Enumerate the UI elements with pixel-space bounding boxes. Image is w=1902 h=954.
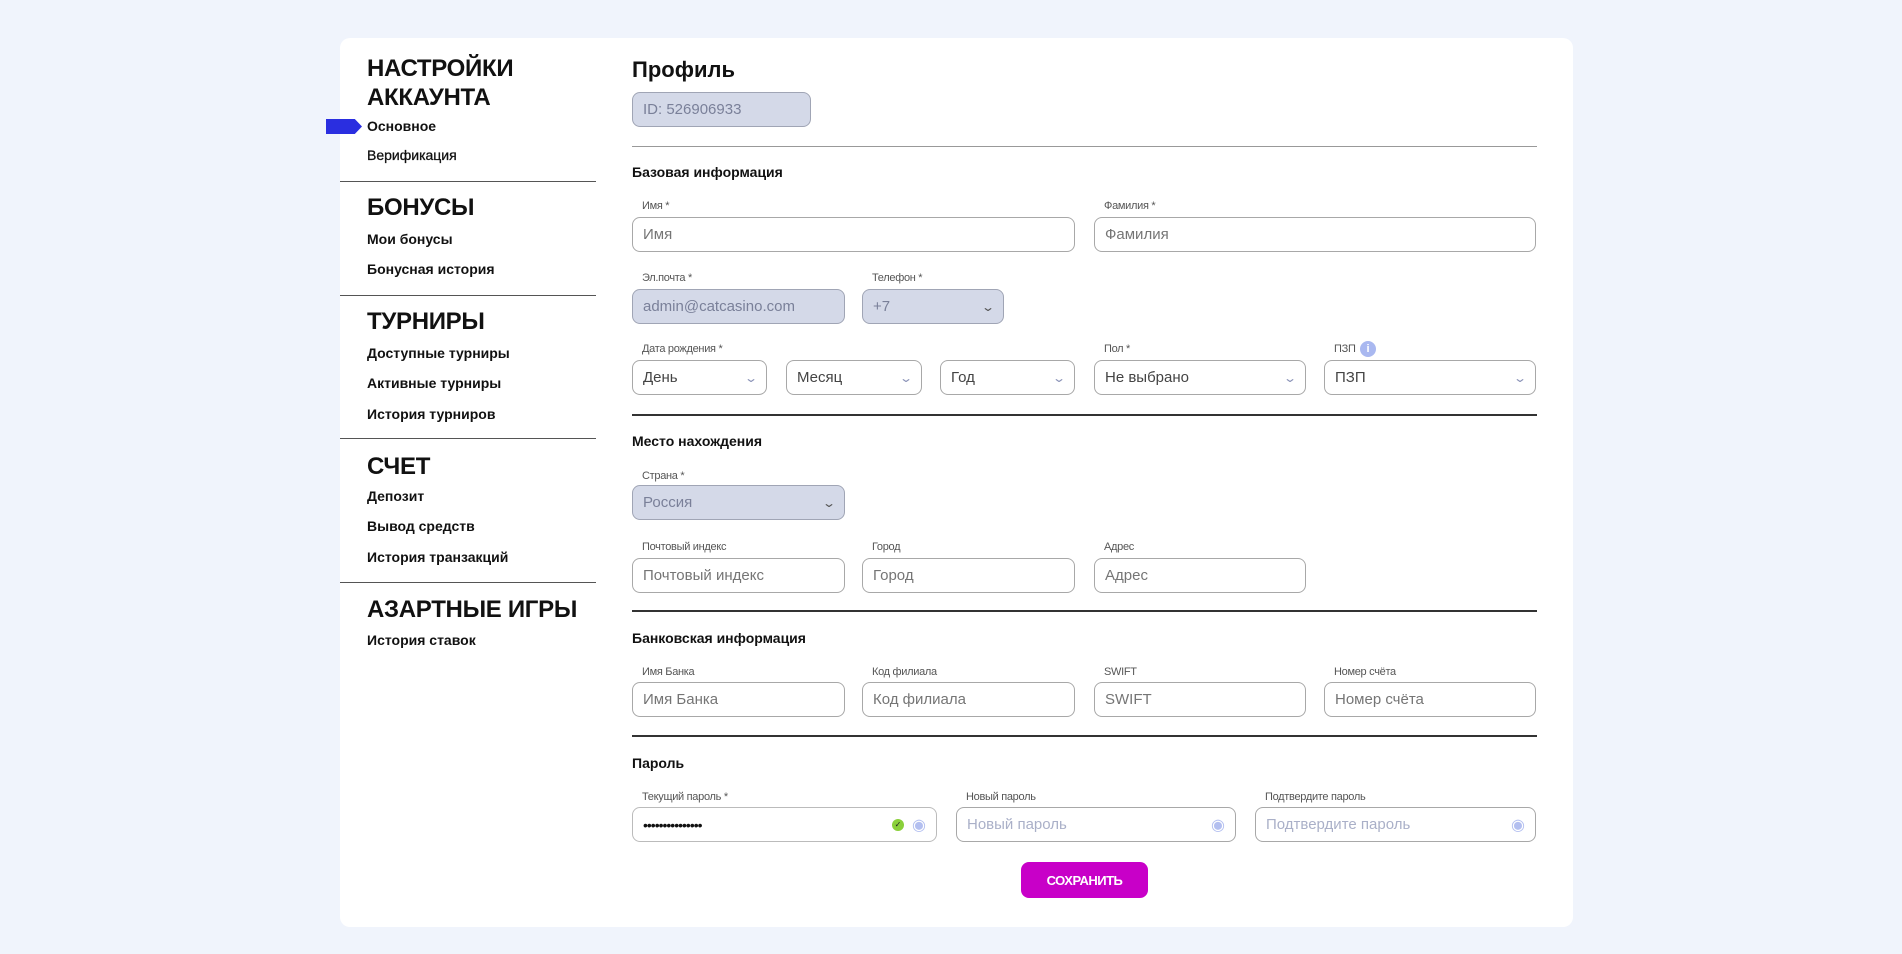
chevron-down-icon: ⌄ <box>743 370 759 385</box>
city-label: Город <box>872 541 901 553</box>
eye-icon[interactable]: ◉ <box>1511 816 1525 834</box>
birth-year-select[interactable]: Год ⌄ <box>940 360 1075 395</box>
divider <box>632 414 1537 416</box>
gender-label: Пол * <box>1104 343 1131 355</box>
email-value: admin@catcasino.com <box>643 298 795 315</box>
section-title-password: Пароль <box>632 755 685 771</box>
divider <box>340 582 596 583</box>
current-password-value: ••••••••••••••• <box>643 816 703 833</box>
divider <box>632 735 1537 737</box>
sidebar-item-bet-history[interactable]: История ставок <box>367 632 476 648</box>
chevron-down-icon: ⌄ <box>898 370 914 385</box>
sidebar-item-transaction-history[interactable]: История транзакций <box>367 549 509 565</box>
sidebar-item-my-bonuses[interactable]: Мои бонусы <box>367 231 453 247</box>
chevron-down-icon: ⌄ <box>1051 370 1067 385</box>
sidebar-item-withdraw[interactable]: Вывод средств <box>367 518 475 534</box>
confirm-password-label: Подтвердите пароль <box>1265 791 1366 803</box>
zip-input[interactable] <box>632 558 845 593</box>
country-label: Страна * <box>642 470 685 482</box>
country-select[interactable]: Россия ⌄ <box>632 485 845 520</box>
sidebar-item-available-tournaments[interactable]: Доступные турниры <box>367 345 510 361</box>
sidebar-item-bonus-history[interactable]: Бонусная история <box>367 261 495 277</box>
phone-code-value: +7 <box>873 298 891 315</box>
phone-label: Телефон * <box>872 272 923 284</box>
phone-code-select[interactable]: +7 ⌄ <box>862 289 1004 324</box>
gender-select[interactable]: Не выбрано ⌄ <box>1094 360 1306 395</box>
birth-year-value: Год <box>951 369 975 386</box>
eye-icon[interactable]: ◉ <box>1211 816 1225 834</box>
birthdate-label: Дата рождения * <box>642 343 723 355</box>
city-input[interactable] <box>862 558 1075 593</box>
page-title: Профиль <box>632 57 735 82</box>
check-icon: ✓ <box>892 818 905 831</box>
section-title-bank: Банковская информация <box>632 630 806 646</box>
divider <box>632 146 1537 147</box>
sidebar-heading-gambling: АЗАРТНЫЕ ИГРЫ <box>367 596 578 623</box>
pzp-label: ПЗП <box>1334 343 1356 355</box>
sidebar-heading-account-balance: СЧЕТ <box>367 453 431 480</box>
zip-label: Почтовый индекс <box>642 541 727 553</box>
birth-month-value: Месяц <box>797 369 843 386</box>
chevron-down-icon: ⌄ <box>821 495 837 510</box>
account-number-label: Номер счёта <box>1334 666 1396 678</box>
new-password-label: Новый пароль <box>966 791 1036 803</box>
sidebar-heading-account: НАСТРОЙКИ АККАУНТА <box>367 54 514 112</box>
current-password-label: Текущий пароль * <box>642 791 728 803</box>
gender-value: Не выбрано <box>1105 369 1189 386</box>
first-name-label: Имя * <box>642 200 670 212</box>
birth-month-select[interactable]: Месяц ⌄ <box>786 360 922 395</box>
sidebar-item-deposit[interactable]: Депозит <box>367 488 425 504</box>
sidebar-heading-bonuses: БОНУСЫ <box>367 194 475 221</box>
pzp-select[interactable]: ПЗП ⌄ <box>1324 360 1536 395</box>
divider <box>340 438 596 439</box>
heading-line: НАСТРОЙКИ <box>367 55 514 82</box>
chevron-down-icon: ⌄ <box>980 299 996 314</box>
section-title-basic: Базовая информация <box>632 164 783 180</box>
branch-code-label: Код филиала <box>872 666 937 678</box>
info-icon[interactable]: i <box>1360 341 1376 357</box>
divider <box>340 181 596 182</box>
first-name-input[interactable] <box>632 217 1075 252</box>
divider <box>340 295 596 296</box>
confirm-password-input[interactable]: Подтвердите пароль ◉ <box>1255 807 1536 842</box>
sidebar-item-main[interactable]: Основное <box>367 118 437 134</box>
pzp-value: ПЗП <box>1335 369 1366 386</box>
save-button[interactable]: СОХРАНИТЬ <box>1021 862 1148 898</box>
chevron-down-icon: ⌄ <box>1282 370 1298 385</box>
bank-name-input[interactable] <box>632 682 845 717</box>
heading-line: АККАУНТА <box>367 84 491 111</box>
email-field: admin@catcasino.com <box>632 289 845 324</box>
address-input[interactable] <box>1094 558 1306 593</box>
divider <box>632 610 1537 612</box>
swift-input[interactable] <box>1094 682 1306 717</box>
sidebar-heading-tournaments: ТУРНИРЫ <box>367 308 485 335</box>
sidebar-item-active-tournaments[interactable]: Активные турниры <box>367 375 502 391</box>
settings-panel <box>340 38 1573 927</box>
new-password-placeholder: Новый пароль <box>967 816 1067 833</box>
new-password-input[interactable]: Новый пароль ◉ <box>956 807 1236 842</box>
swift-label: SWIFT <box>1104 666 1137 678</box>
chevron-down-icon: ⌄ <box>1512 370 1528 385</box>
address-label: Адрес <box>1104 541 1134 553</box>
sidebar-item-tournament-history[interactable]: История турниров <box>367 406 496 422</box>
bank-name-label: Имя Банка <box>642 666 695 678</box>
current-password-input[interactable]: ••••••••••••••• ✓ ◉ <box>632 807 937 842</box>
account-number-input[interactable] <box>1324 682 1536 717</box>
birth-day-select[interactable]: День ⌄ <box>632 360 767 395</box>
eye-icon[interactable]: ◉ <box>912 816 926 834</box>
user-id-value: ID: 526906933 <box>643 101 742 118</box>
country-value: Россия <box>643 494 693 511</box>
birth-day-value: День <box>643 369 678 386</box>
user-id-field: ID: 526906933 <box>632 92 811 127</box>
branch-code-input[interactable] <box>862 682 1075 717</box>
last-name-label: Фамилия * <box>1104 200 1156 212</box>
last-name-input[interactable] <box>1094 217 1536 252</box>
confirm-password-placeholder: Подтвердите пароль <box>1266 816 1411 833</box>
email-label: Эл.почта * <box>642 272 692 284</box>
active-marker <box>326 119 362 134</box>
sidebar-item-verification[interactable]: Верификация <box>367 147 457 163</box>
section-title-location: Место нахождения <box>632 433 763 449</box>
